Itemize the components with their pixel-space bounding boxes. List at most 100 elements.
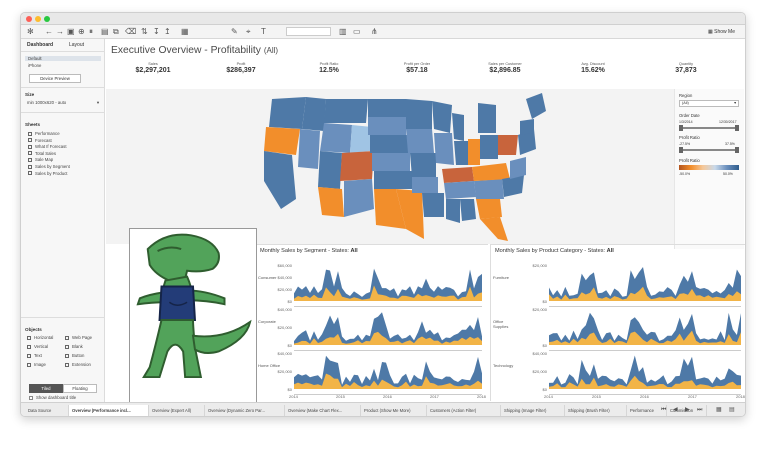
map-state[interactable]	[374, 171, 412, 189]
map-state[interactable]	[510, 157, 526, 179]
sheet-item[interactable]: Performance	[35, 131, 60, 136]
save-icon[interactable]: ▣	[67, 27, 75, 36]
area-series-blue[interactable]	[549, 355, 741, 390]
order-date-from[interactable]: 1/3/2014	[679, 120, 693, 124]
highlight-icon[interactable]: ✎	[231, 27, 238, 36]
floating-button[interactable]: Floating	[63, 384, 97, 393]
area-chart[interactable]	[549, 349, 741, 389]
area-chart[interactable]	[549, 261, 741, 301]
sheet-item[interactable]: What If Forecast	[35, 144, 67, 150]
map-state[interactable]	[412, 177, 438, 193]
map-state[interactable]	[434, 133, 454, 165]
slider-handle[interactable]	[735, 147, 739, 153]
object-item[interactable]: Web Page	[72, 335, 92, 340]
sheet-item[interactable]: Sales by Product	[35, 170, 68, 176]
pause-icon[interactable]: ⏸	[89, 27, 93, 36]
device-iphone[interactable]: iPhone	[28, 63, 42, 68]
presentation-icon[interactable]: ▭	[353, 27, 361, 36]
object-item[interactable]: Text	[34, 353, 42, 358]
area-chart[interactable]	[294, 305, 482, 345]
map-state[interactable]	[264, 151, 296, 209]
object-item[interactable]: Extension	[72, 362, 91, 367]
share-icon[interactable]: ⋔	[371, 27, 378, 36]
profit-map[interactable]	[106, 89, 674, 244]
map-state[interactable]	[468, 139, 480, 165]
prev-page-icon[interactable]: ◀	[673, 407, 678, 413]
size-dropdown[interactable]: min 1000x620 - auto ▾	[27, 100, 99, 105]
map-state[interactable]	[264, 127, 300, 155]
new-data-source-icon[interactable]: ⊕	[78, 27, 85, 36]
map-state[interactable]	[406, 99, 432, 129]
maximize-window-button[interactable]	[44, 16, 50, 22]
map-state[interactable]	[318, 187, 344, 217]
map-state[interactable]	[480, 217, 508, 241]
sheet-tab[interactable]: Shipping (Image Filter)	[501, 405, 565, 416]
slider-handle[interactable]	[679, 125, 683, 131]
sheet-tab[interactable]: Performance	[627, 405, 667, 416]
area-series-blue[interactable]	[294, 312, 482, 345]
map-state[interactable]	[350, 125, 372, 153]
fit-dropdown[interactable]	[286, 27, 331, 36]
map-state[interactable]	[446, 199, 460, 223]
map-state[interactable]	[476, 199, 502, 219]
order-date-slider[interactable]	[681, 127, 737, 129]
sheet-tab[interactable]: Overview (Expert All)	[149, 405, 205, 416]
region-dropdown[interactable]: (All) ▾	[679, 100, 739, 107]
map-state[interactable]	[526, 93, 546, 119]
duplicate-icon[interactable]: ⧉	[113, 27, 119, 36]
object-item[interactable]: Image	[34, 362, 46, 367]
sort-desc-icon[interactable]: ↥	[164, 27, 171, 36]
map-state[interactable]	[478, 103, 496, 133]
area-chart[interactable]	[294, 349, 482, 389]
slider-handle[interactable]	[735, 125, 739, 131]
sheet-tab[interactable]: Customers (Action Filter)	[427, 405, 501, 416]
sheet-tab[interactable]: Overview (Dynamic Zero Par...	[205, 405, 285, 416]
map-state[interactable]	[372, 153, 410, 171]
group-icon[interactable]: ▦	[181, 27, 189, 36]
sheet-item[interactable]: Total Sales	[35, 150, 57, 156]
area-series-orange[interactable]	[549, 286, 741, 301]
pin-icon[interactable]: ⌖	[246, 27, 251, 36]
back-icon[interactable]: ←	[45, 27, 53, 36]
area-series-blue[interactable]	[549, 312, 741, 345]
tableau-logo-icon[interactable]: ✻	[27, 27, 34, 36]
area-series-blue[interactable]	[294, 268, 482, 301]
map-state[interactable]	[302, 97, 326, 131]
map-state[interactable]	[374, 189, 406, 229]
map-state[interactable]	[324, 99, 368, 123]
device-default[interactable]: Default	[25, 56, 101, 61]
profit-ratio-min[interactable]: -27.5%	[679, 142, 691, 146]
next-page-icon[interactable]: ▶	[685, 407, 690, 413]
sheet-tab[interactable]: Commission	[667, 405, 707, 416]
object-item[interactable]: Vertical	[34, 344, 49, 349]
area-series-orange[interactable]	[549, 330, 741, 345]
data-source-tab[interactable]: Data Source	[25, 405, 69, 416]
area-series-orange[interactable]	[294, 331, 482, 345]
close-window-button[interactable]	[26, 16, 32, 22]
map-state[interactable]	[454, 141, 468, 165]
map-state[interactable]	[298, 129, 320, 169]
slider-handle[interactable]	[679, 147, 683, 153]
sheet-tab[interactable]: Product (Show Me More)	[361, 405, 427, 416]
area-series-orange[interactable]	[294, 285, 482, 302]
order-date-to[interactable]: 12/30/2017	[719, 120, 737, 124]
first-page-icon[interactable]: ⏮	[661, 407, 667, 413]
show-me-button[interactable]: ▦ Show Me	[708, 27, 735, 37]
map-state[interactable]	[480, 135, 498, 159]
swap-icon[interactable]: ⇅	[141, 27, 148, 36]
show-title-checkbox[interactable]	[29, 396, 33, 400]
map-state[interactable]	[460, 199, 476, 221]
last-page-icon[interactable]: ⏭	[697, 407, 703, 413]
map-state[interactable]	[472, 163, 510, 181]
us-states[interactable]	[264, 93, 546, 241]
sheet-tab[interactable]: Overview (Make Chart Flex...	[285, 405, 361, 416]
new-sheet-icon[interactable]: ▤	[101, 27, 109, 36]
map-state[interactable]	[318, 151, 342, 189]
sheet-item[interactable]: Sale Map	[35, 157, 54, 163]
profit-ratio-max[interactable]: 37.5%	[725, 142, 735, 146]
tab-dashboard[interactable]: Dashboard	[27, 42, 54, 48]
object-item[interactable]: Horizontal	[34, 335, 54, 340]
map-state[interactable]	[368, 117, 406, 135]
area-chart[interactable]	[294, 261, 482, 301]
area-series-blue[interactable]	[294, 355, 482, 389]
